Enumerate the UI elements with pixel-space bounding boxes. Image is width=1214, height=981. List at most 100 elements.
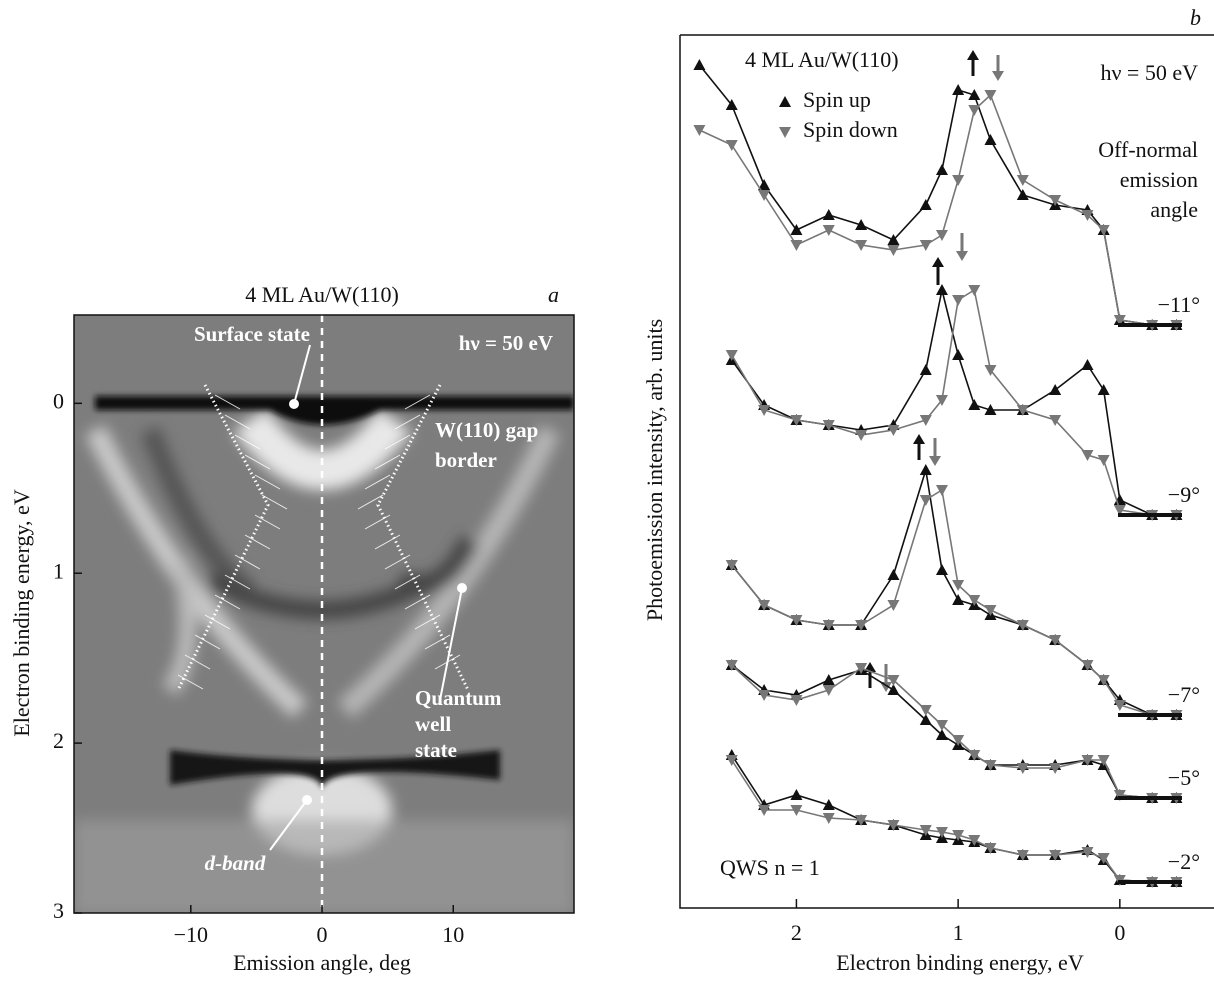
data-point — [1113, 700, 1126, 711]
data-point — [1097, 384, 1110, 395]
data-point — [758, 405, 771, 416]
data-point — [790, 615, 803, 626]
data-point — [725, 350, 738, 361]
data-point — [758, 690, 771, 701]
x-tick-label: 0 — [1114, 920, 1125, 945]
data-point — [968, 105, 981, 116]
angle-title: angle — [1150, 197, 1198, 222]
data-point — [1097, 225, 1110, 236]
annotation: Surface state — [194, 322, 310, 346]
data-point — [855, 219, 868, 230]
panel-letter: b — [1190, 5, 1201, 30]
panel-title: 4 ML Au/W(110) — [245, 282, 399, 307]
map-frame — [73, 314, 575, 914]
data-point — [984, 134, 997, 145]
angle-label: −5° — [1168, 765, 1200, 790]
annotation: d-band — [205, 851, 266, 875]
data-point — [1049, 384, 1062, 395]
data-point — [968, 89, 981, 100]
data-point — [968, 750, 981, 761]
data-point — [790, 240, 803, 251]
data-point — [790, 224, 803, 235]
data-point — [1016, 620, 1029, 631]
data-point — [1081, 450, 1094, 461]
data-point — [790, 695, 803, 706]
spectrum-line — [698, 64, 1177, 326]
y-axis-title: Electron binding energy, eV — [9, 489, 34, 737]
data-point — [822, 799, 835, 810]
data-point — [968, 835, 981, 846]
data-point — [984, 843, 997, 854]
data-point — [952, 84, 965, 95]
data-point — [1097, 853, 1110, 864]
data-point — [919, 825, 932, 836]
data-point — [822, 685, 835, 696]
data-point — [725, 660, 738, 671]
data-point — [1097, 455, 1110, 466]
data-point — [1049, 850, 1062, 861]
y-tick-label: 3 — [53, 898, 64, 923]
data-point — [1016, 175, 1029, 186]
data-point — [919, 240, 932, 251]
y-tick-label: 2 — [53, 728, 64, 753]
data-point — [935, 485, 948, 496]
spectrum-line — [731, 488, 1177, 716]
data-point — [822, 225, 835, 236]
data-point — [1049, 415, 1062, 426]
spin-arrows — [864, 50, 1004, 692]
data-point — [887, 675, 900, 686]
data-point — [1081, 359, 1094, 370]
data-point — [887, 569, 900, 580]
data-point — [693, 125, 706, 136]
spectrum-line — [731, 288, 1177, 516]
data-point — [822, 674, 835, 685]
data-point — [1113, 790, 1126, 801]
data-point — [887, 820, 900, 831]
spectrum-line — [731, 759, 1177, 883]
data-point — [984, 90, 997, 101]
x-tick-label: 10 — [442, 922, 464, 947]
legend-label: Spin up — [803, 87, 871, 112]
annotation: W(110) gap — [435, 418, 538, 442]
data-point — [935, 827, 948, 838]
data-point — [855, 663, 868, 674]
spectrum-line — [731, 469, 1177, 716]
data-point — [919, 714, 932, 725]
data-point — [935, 720, 948, 731]
data-point — [919, 364, 932, 375]
data-point — [1049, 763, 1062, 774]
annotation: well — [415, 712, 451, 736]
data-point — [952, 594, 965, 605]
x-axis-title: Electron binding energy, eV — [836, 950, 1084, 975]
data-point — [725, 560, 738, 571]
data-point — [952, 175, 965, 186]
data-point — [790, 415, 803, 426]
data-point — [855, 620, 868, 631]
angle-title: Off-normal — [1098, 137, 1198, 162]
photon-energy: hν = 50 eV — [1100, 60, 1198, 85]
angle-label: −2° — [1168, 849, 1200, 874]
data-point — [919, 705, 932, 716]
data-point — [725, 99, 738, 110]
data-point — [952, 735, 965, 746]
data-point — [919, 415, 932, 426]
data-point — [887, 245, 900, 256]
angle-title: emission — [1120, 167, 1198, 192]
data-point — [968, 595, 981, 606]
x-tick-label: 1 — [953, 920, 964, 945]
data-point — [725, 140, 738, 151]
data-point — [822, 620, 835, 631]
data-point — [1097, 755, 1110, 766]
intensity-map — [74, 315, 574, 913]
data-point — [1113, 505, 1126, 516]
plot-frame — [679, 34, 1214, 909]
spectrum-line — [699, 93, 1177, 326]
y-tick-label: 1 — [53, 558, 64, 583]
data-point — [822, 209, 835, 220]
data-point — [887, 425, 900, 436]
data-point — [968, 285, 981, 296]
data-point — [919, 495, 932, 506]
spectrum-line — [731, 664, 1177, 799]
data-point — [822, 420, 835, 431]
